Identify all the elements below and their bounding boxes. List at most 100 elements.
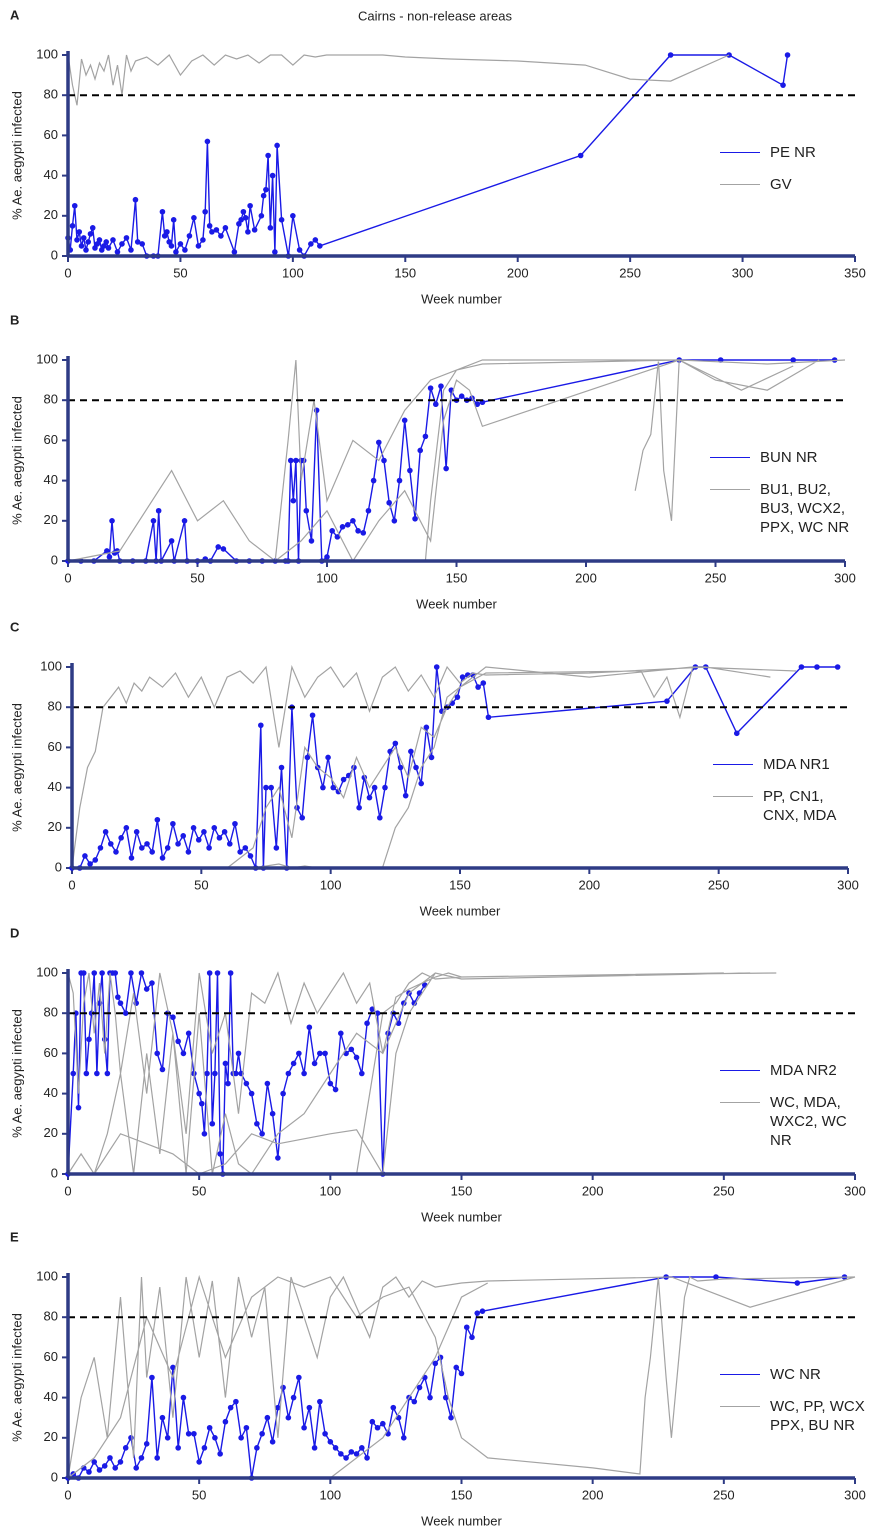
y-tick-label: 80: [44, 87, 58, 102]
data-point: [191, 215, 197, 221]
data-point: [71, 202, 78, 209]
data-point: [214, 970, 221, 976]
y-tick-label: 100: [36, 351, 58, 366]
data-point: [155, 507, 162, 514]
y-tick-label: 20: [48, 819, 62, 834]
x-tick-label: 150: [451, 1487, 473, 1502]
data-point: [149, 849, 155, 855]
legend-label: WC NR: [770, 1366, 821, 1383]
data-point: [248, 1090, 255, 1097]
data-point: [96, 1467, 103, 1473]
data-point: [364, 1455, 370, 1461]
legend-entry: GV: [720, 175, 870, 194]
data-point: [231, 249, 238, 255]
data-point: [110, 237, 116, 243]
data-point: [105, 245, 112, 251]
data-point: [317, 1398, 323, 1405]
data-point: [144, 841, 150, 847]
data-point: [154, 1455, 160, 1461]
data-point: [170, 1014, 176, 1021]
data-point: [304, 754, 311, 761]
data-point: [86, 1469, 92, 1475]
data-point: [233, 1070, 239, 1077]
data-point: [400, 1435, 407, 1441]
legend-label: PP, CN1, CNX, MDA: [763, 788, 837, 824]
data-point: [485, 714, 492, 721]
data-point: [185, 849, 192, 855]
legend-swatch: [720, 1102, 760, 1103]
y-axis-label: % Ae. aegypti infected: [9, 1313, 24, 1442]
y-tick-label: 60: [48, 739, 62, 754]
data-point: [293, 457, 299, 464]
y-tick-label: 0: [51, 1165, 58, 1180]
x-axis-label: Week number: [421, 1209, 502, 1223]
data-point: [104, 548, 110, 554]
data-point: [377, 814, 383, 821]
x-tick-label: 200: [578, 877, 600, 892]
data-point: [474, 401, 481, 408]
data-point: [113, 849, 119, 855]
data-point: [301, 1070, 307, 1077]
data-point: [407, 467, 413, 474]
data-point: [101, 1463, 108, 1469]
data-point: [138, 970, 145, 976]
data-point: [320, 784, 326, 791]
data-point: [423, 724, 430, 731]
data-point: [432, 401, 439, 408]
x-tick-label: 50: [192, 1487, 206, 1502]
x-tick-label: 300: [844, 1183, 866, 1198]
x-tick-label: 300: [844, 1487, 866, 1502]
data-point: [69, 223, 76, 229]
data-point: [814, 664, 820, 670]
data-point: [91, 1459, 98, 1465]
data-point: [206, 223, 213, 229]
data-point: [780, 82, 786, 88]
data-point: [164, 845, 171, 851]
x-tick-label: 0: [68, 877, 75, 892]
data-point: [159, 1414, 166, 1421]
legend-swatch: [720, 1070, 760, 1071]
data-point: [453, 1364, 460, 1371]
data-point: [247, 202, 253, 209]
data-point: [195, 837, 202, 843]
series-line: [67, 54, 730, 106]
y-axis-label: % Ae. aegypti infected: [9, 91, 24, 220]
data-point: [258, 722, 264, 729]
data-point: [170, 217, 177, 223]
legend-label: GV: [770, 176, 792, 193]
data-point: [278, 217, 285, 223]
data-point: [212, 1070, 218, 1077]
data-point: [222, 225, 229, 231]
y-tick-label: 40: [44, 1085, 58, 1100]
data-point: [202, 208, 208, 215]
data-point: [374, 1424, 381, 1431]
data-point: [428, 754, 435, 761]
data-point: [132, 196, 139, 203]
data-point: [75, 1104, 82, 1111]
data-point: [200, 237, 206, 243]
data-point: [206, 1424, 213, 1431]
data-point: [268, 784, 274, 791]
x-tick-label: 200: [575, 570, 597, 585]
data-point: [311, 1060, 318, 1067]
data-point: [107, 1455, 113, 1461]
data-point: [134, 239, 141, 245]
x-tick-label: 300: [834, 570, 856, 585]
y-tick-label: 80: [44, 392, 58, 407]
legend-swatch: [720, 1374, 760, 1375]
data-point: [265, 152, 271, 159]
panel-label: D: [10, 925, 19, 940]
data-point: [269, 172, 276, 179]
data-point: [225, 1080, 231, 1087]
data-point: [114, 249, 121, 255]
y-tick-label: 20: [44, 207, 58, 222]
data-point: [443, 465, 449, 472]
panel: D Week number % Ae. aegypti infected 0 20 40 6…: [9, 925, 866, 1223]
data-point: [416, 1384, 423, 1391]
x-tick-label: 250: [619, 265, 641, 280]
data-point: [306, 1024, 313, 1031]
x-tick-label: 100: [320, 877, 342, 892]
y-tick-label: 60: [44, 1349, 58, 1364]
data-point: [74, 237, 80, 243]
data-point: [376, 439, 382, 446]
